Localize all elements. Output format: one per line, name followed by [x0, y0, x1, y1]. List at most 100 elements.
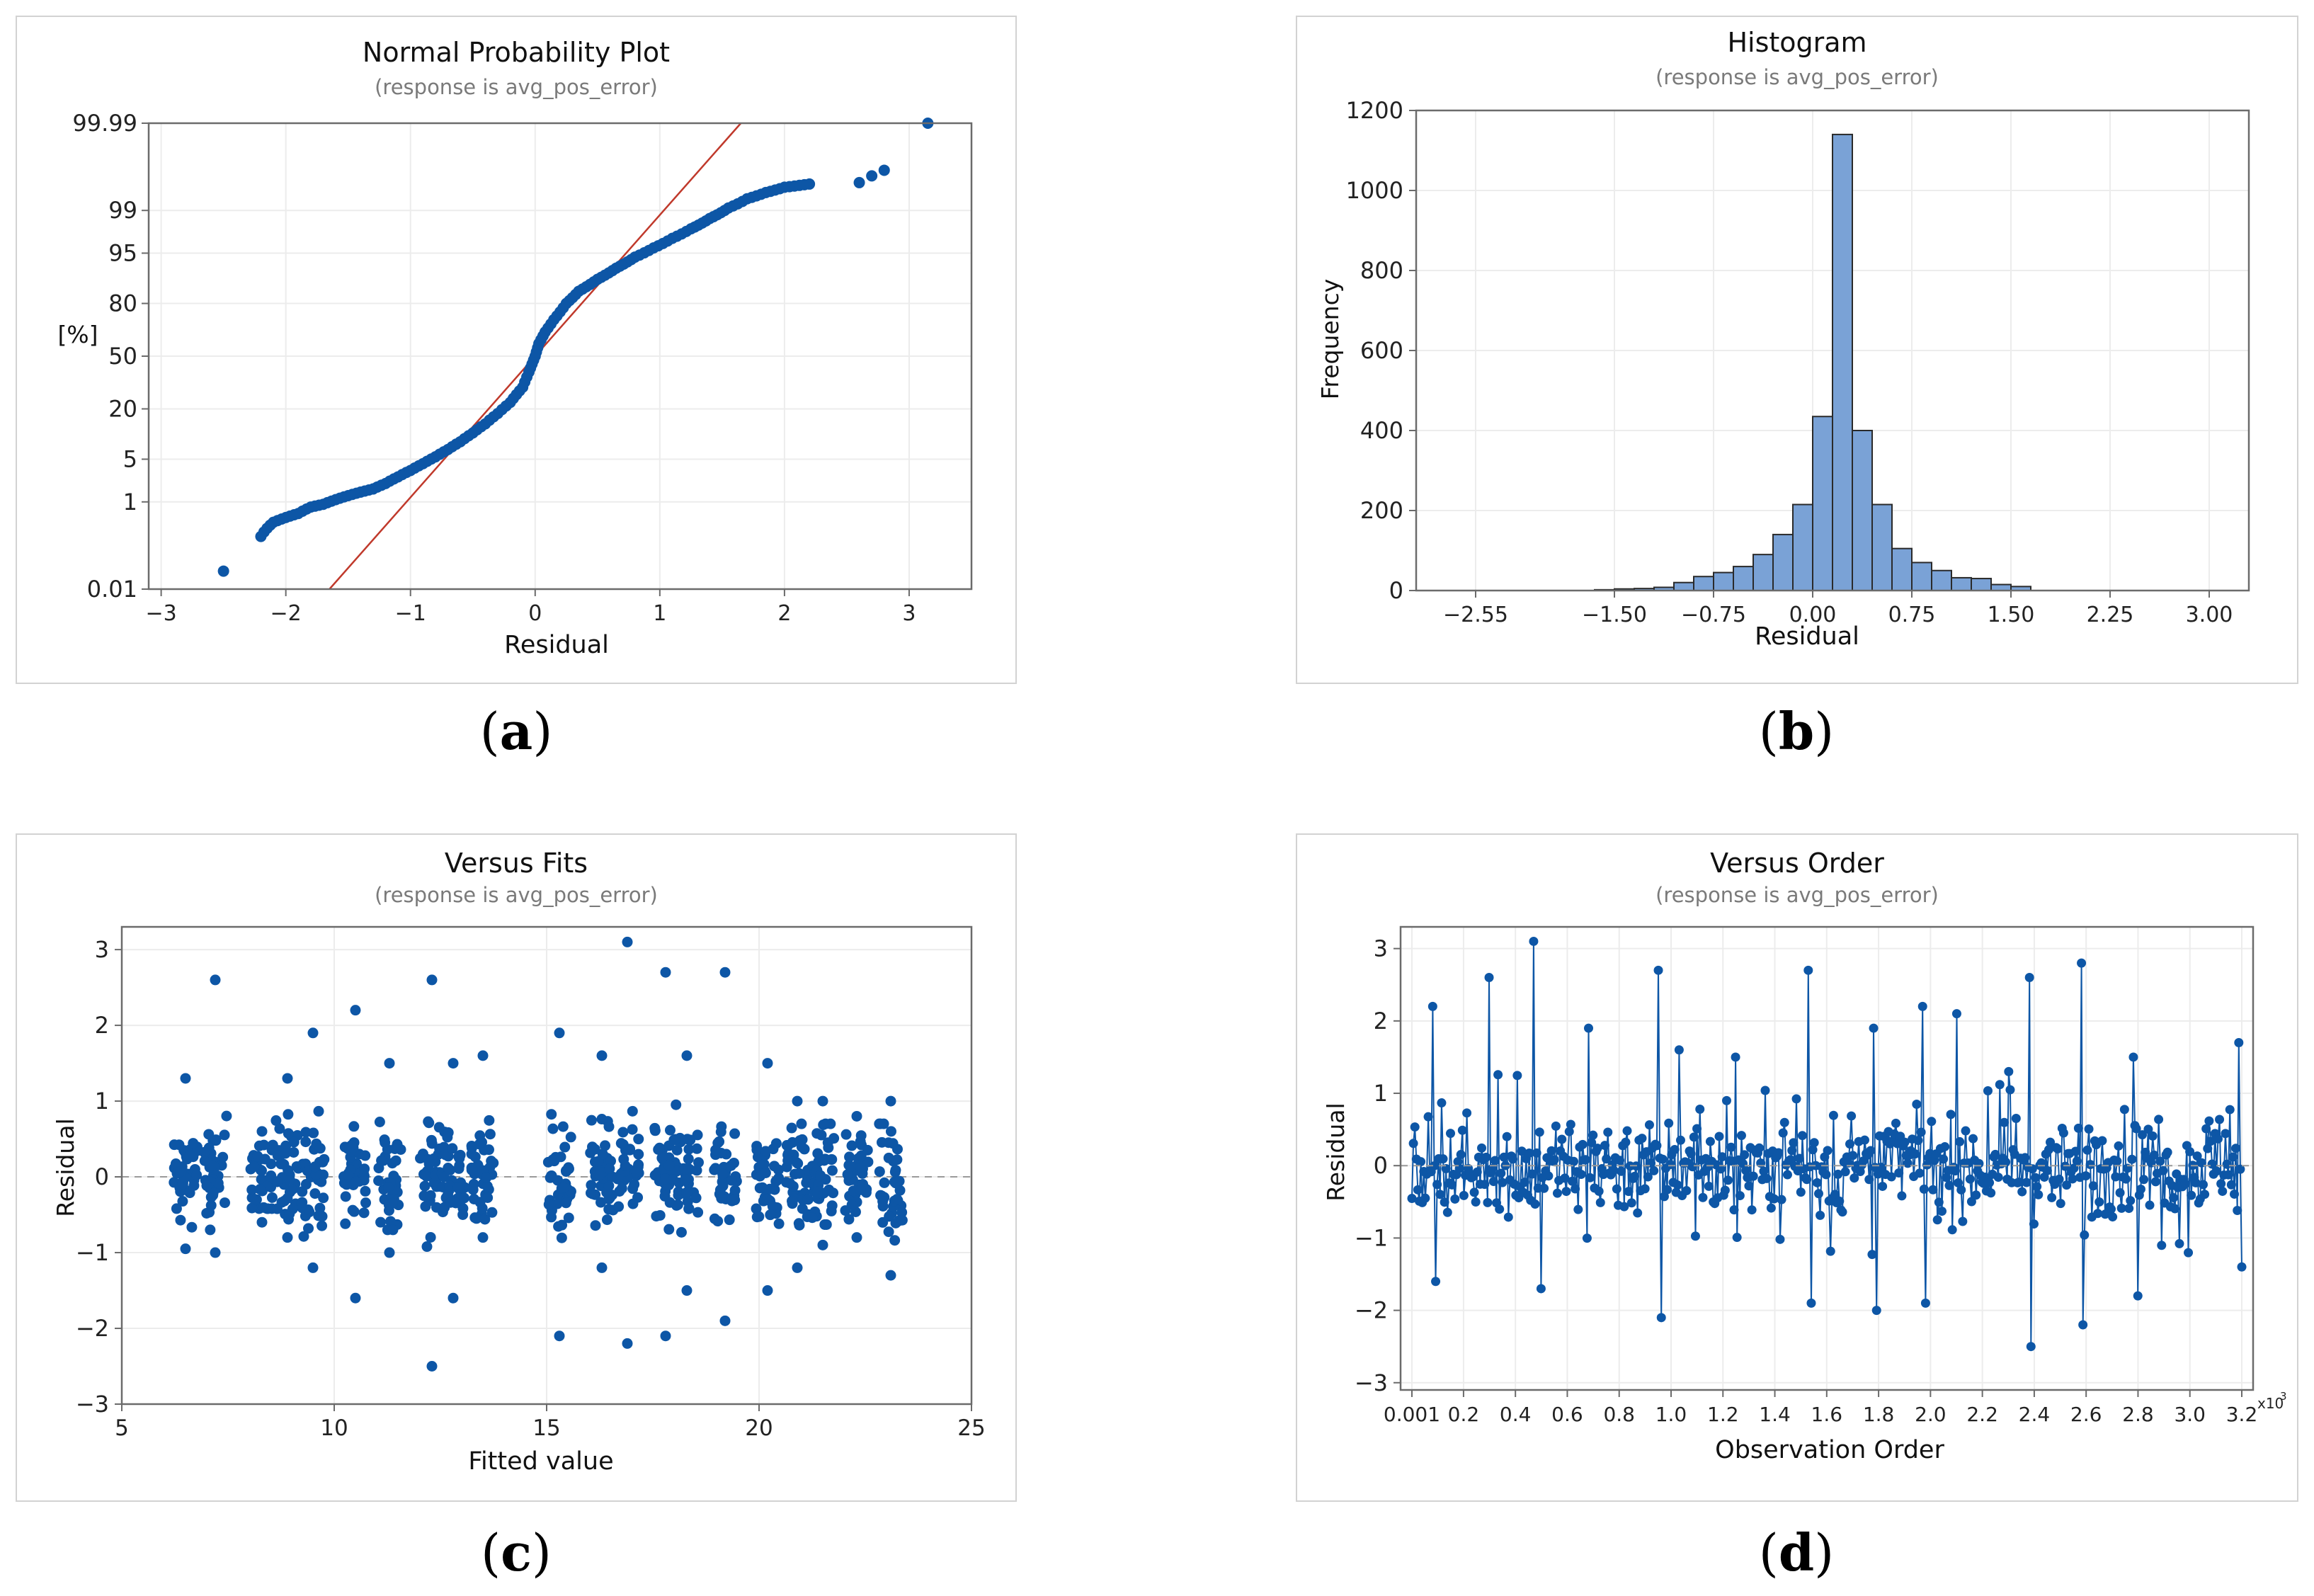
y-tick-label: 0.01 [87, 576, 137, 603]
data-point [191, 1169, 203, 1180]
data-point [671, 1144, 683, 1156]
data-point [786, 1122, 797, 1134]
data-point [773, 1164, 784, 1175]
data-point [818, 1119, 829, 1131]
x-axis-label: Residual [1755, 622, 1859, 651]
data-point [374, 1116, 385, 1127]
versus-fits-plot: 5 10 15 20 25 −3 −2 −1 0 1 2 3 Fitted value Residual [52, 925, 986, 1476]
data-point [1687, 1162, 1697, 1172]
data-point [258, 1202, 269, 1213]
data-point [1496, 1168, 1506, 1178]
data-point [2228, 1152, 2238, 1162]
data-point [375, 1216, 387, 1228]
y-tick-label: −3 [76, 1391, 109, 1418]
data-point [1435, 1190, 1445, 1199]
data-point [1567, 1176, 1577, 1186]
data-point [681, 1285, 693, 1296]
data-point [649, 1170, 661, 1181]
data-point [1864, 1175, 1874, 1185]
data-point [546, 1109, 557, 1120]
data-point [1954, 1178, 1964, 1187]
data-point [1903, 1158, 1913, 1168]
data-point [1787, 1146, 1797, 1156]
histogram-bar [1772, 533, 1794, 592]
plot-frame [120, 925, 973, 1406]
data-point [1588, 1130, 1598, 1140]
data-point [467, 1184, 479, 1195]
data-point [300, 1127, 312, 1138]
data-point [855, 1130, 867, 1141]
data-point [2005, 1085, 2015, 1095]
data-point [270, 1115, 282, 1127]
histogram-bar [1891, 547, 1913, 591]
data-point [203, 1129, 215, 1140]
data-point [2237, 1262, 2247, 1272]
data-point [729, 1185, 741, 1196]
x-tick-label: −3 [145, 601, 176, 626]
data-point [1937, 1207, 1947, 1216]
data-point [615, 1138, 627, 1149]
data-point [2054, 1174, 2064, 1184]
y-tick-label: 0 [1389, 577, 1403, 604]
data-point [1835, 1196, 1845, 1206]
x-tick-label: 2 [777, 601, 791, 626]
data-point [685, 1134, 696, 1146]
data-point [2000, 1117, 2010, 1127]
data-point [767, 1201, 778, 1212]
data-point [2084, 1124, 2094, 1134]
data-point [556, 1232, 567, 1243]
data-point [1695, 1104, 1705, 1114]
x-tick-label: −2.55 [1443, 603, 1508, 627]
data-point [600, 1140, 611, 1151]
data-point [2162, 1147, 2172, 1157]
data-point [2216, 1179, 2226, 1189]
x-multiplier-exponent: 3 [2280, 1390, 2287, 1403]
data-point [217, 1151, 229, 1163]
x-multiplier-label: x10 [2257, 1395, 2284, 1412]
data-point [2047, 1192, 2057, 1202]
chart-subtitle: (response is avg_pos_error) [375, 75, 658, 99]
data-point [1624, 1187, 1634, 1197]
data-point [855, 1150, 867, 1161]
data-point [1791, 1094, 1801, 1104]
data-point [387, 1197, 398, 1209]
data-point [826, 1200, 838, 1212]
data-point [1759, 1166, 1769, 1176]
data-point [169, 1139, 180, 1151]
data-point [796, 1118, 807, 1129]
data-point [1499, 1152, 1509, 1162]
data-point [2223, 1170, 2233, 1180]
data-point [288, 1146, 300, 1158]
data-point [283, 1128, 294, 1139]
data-point [1484, 973, 1494, 983]
data-point [1729, 1205, 1739, 1215]
y-tick-label: 0 [95, 1163, 109, 1190]
data-point [219, 1129, 230, 1141]
data-point [1670, 1145, 1680, 1155]
data-point [683, 1144, 695, 1155]
data-point [358, 1175, 370, 1186]
data-point [2081, 1171, 2091, 1181]
data-point [710, 1144, 722, 1156]
data-point [1517, 1146, 1527, 1156]
data-point [1736, 1131, 1746, 1141]
data-point [1442, 1207, 1452, 1217]
data-point [845, 1161, 856, 1172]
data-point [1427, 1001, 1437, 1011]
data-point [844, 1151, 855, 1163]
data-point [453, 1163, 464, 1174]
data-point [1828, 1110, 1838, 1120]
data-point [1600, 1141, 1610, 1151]
data-point [343, 1170, 355, 1182]
data-point [383, 1182, 394, 1193]
data-point [350, 1005, 361, 1016]
x-tick-label: 3 [902, 601, 916, 626]
data-point [877, 1136, 888, 1148]
data-point [1561, 1187, 1571, 1197]
data-point [217, 565, 229, 577]
caption-letter: a [499, 701, 533, 761]
data-point [2044, 1145, 2053, 1155]
data-point [760, 1146, 771, 1157]
data-point [2114, 1141, 2124, 1151]
data-point [447, 1143, 458, 1154]
